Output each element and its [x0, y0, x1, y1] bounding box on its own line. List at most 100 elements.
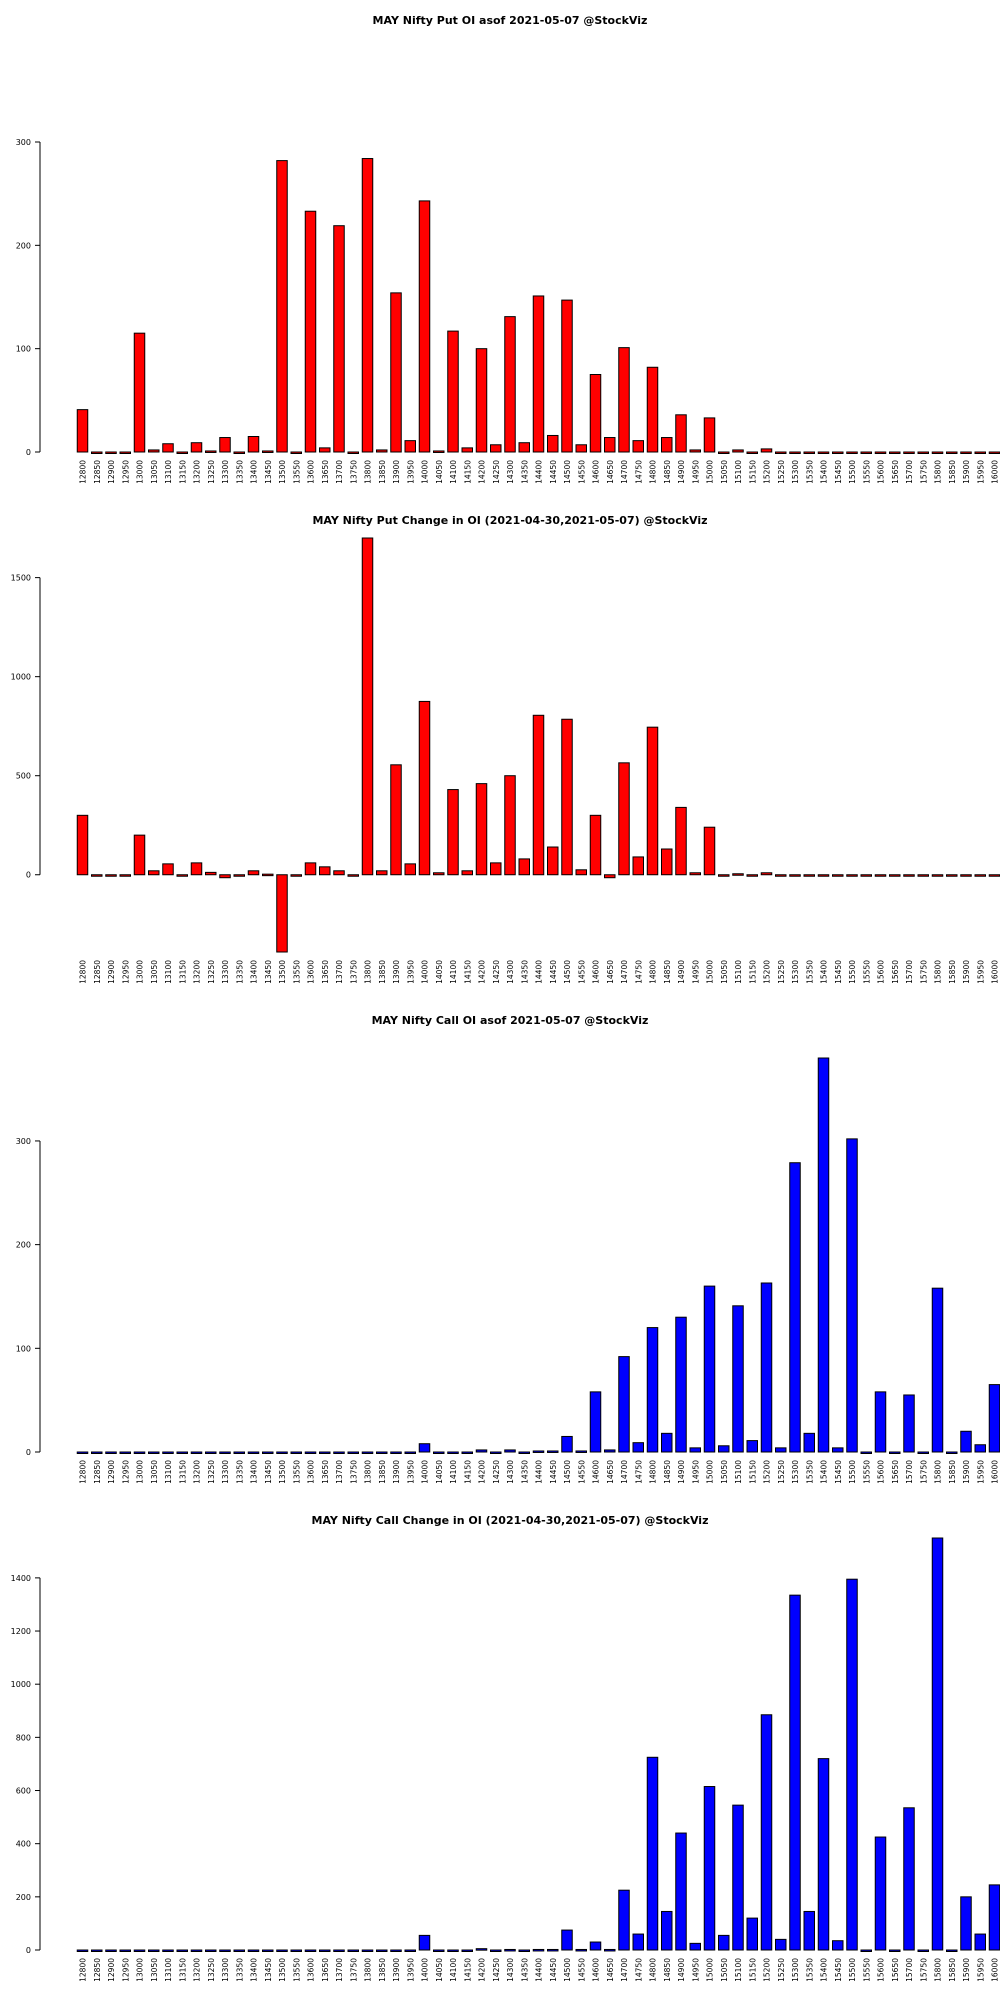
x-tick-label: 15450: [834, 1958, 843, 1982]
bar-15600: [874, 1391, 887, 1453]
x-tick-label: 14900: [677, 960, 686, 984]
bar-14650: [604, 1948, 616, 1952]
x-tick-label: 15450: [834, 1460, 843, 1484]
bar-16000: [988, 1384, 1000, 1453]
x-tick-label: 13200: [193, 1460, 202, 1484]
bar-13300: [219, 1451, 231, 1454]
bar-13950: [404, 1451, 416, 1454]
x-tick-label: 14400: [535, 460, 544, 484]
bar-13200: [190, 442, 203, 453]
bar-13600: [304, 1949, 317, 1952]
bar-13100: [162, 443, 174, 453]
bar-15750: [917, 874, 929, 877]
x-tick-label: 12850: [93, 1958, 102, 1982]
bar-13550: [290, 1451, 302, 1454]
bar-15950: [974, 1444, 986, 1453]
bar-14750: [632, 856, 644, 876]
x-tick-label: 14200: [478, 460, 487, 484]
bar-13300: [219, 1949, 231, 1952]
x-tick-label: 14850: [663, 460, 672, 484]
bar-14400: [532, 1948, 545, 1952]
bar-14550: [575, 1948, 587, 1952]
bar-12850: [91, 874, 103, 877]
bar-12900: [105, 451, 117, 454]
bar-15500: [846, 451, 858, 454]
bar-13700: [333, 1949, 345, 1952]
x-tick-label: 13250: [207, 460, 216, 484]
bar-14900: [675, 1316, 687, 1453]
x-tick-label: 14200: [478, 1958, 487, 1982]
bar-14200: [475, 1948, 488, 1951]
bar-12800: [76, 409, 89, 453]
x-tick-label: 13900: [392, 1460, 401, 1484]
x-tick-label: 13500: [278, 960, 287, 984]
bar-16000: [988, 1884, 1000, 1951]
bar-15250: [775, 451, 787, 454]
bar-15000: [703, 826, 716, 876]
bar-13950: [404, 863, 416, 876]
x-tick-label: 14300: [506, 960, 515, 984]
x-tick-label: 13700: [335, 1460, 344, 1484]
x-tick-label: 15500: [848, 960, 857, 984]
bar-13650: [319, 866, 331, 876]
x-tick-label: 12950: [121, 960, 130, 984]
put-change-oi-chart: MAY Nifty Put Change in OI (2021-04-30,2…: [11, 514, 1000, 984]
bar-14450: [547, 1450, 559, 1453]
bar-13750: [347, 1451, 359, 1454]
bar-14850: [661, 1432, 673, 1453]
bar-13250: [205, 450, 217, 453]
bar-15400: [817, 874, 830, 877]
x-tick-label: 14950: [691, 460, 700, 484]
bar-15450: [832, 1447, 844, 1453]
bar-13950: [404, 440, 416, 453]
bar-15650: [889, 1451, 901, 1454]
bar-14800: [646, 366, 659, 453]
bar-15850: [946, 874, 958, 877]
x-tick-label: 14300: [506, 1460, 515, 1484]
y-tick-label: 0: [26, 871, 31, 880]
bar-15550: [860, 874, 872, 877]
x-tick-label: 13550: [292, 1958, 301, 1982]
x-tick-label: 15850: [948, 960, 957, 984]
x-tick-label: 14050: [435, 1958, 444, 1982]
x-tick-label: 13300: [221, 460, 230, 484]
bar-13500: [276, 1949, 288, 1952]
bar-13150: [176, 451, 188, 454]
bar-13950: [404, 1949, 416, 1952]
x-tick-label: 15600: [877, 460, 886, 484]
x-tick-label: 15550: [862, 460, 871, 484]
bar-14650: [604, 874, 616, 879]
x-tick-label: 14950: [691, 960, 700, 984]
bar-15100: [732, 1804, 744, 1951]
bar-13100: [162, 1949, 174, 1952]
x-tick-label: 15400: [820, 1460, 829, 1484]
bar-12850: [91, 451, 103, 454]
bar-15550: [860, 451, 872, 454]
bar-15000: [703, 1786, 716, 1951]
x-tick-label: 13500: [278, 1460, 287, 1484]
x-tick-label: 12800: [79, 1460, 88, 1484]
bar-13250: [205, 871, 217, 876]
x-tick-label: 13750: [349, 1958, 358, 1982]
bar-15250: [775, 1447, 787, 1453]
bar-14550: [575, 1450, 587, 1453]
x-tick-label: 12950: [121, 1460, 130, 1484]
bar-12800: [76, 1949, 89, 1952]
x-tick-label: 12850: [93, 960, 102, 984]
bar-14150: [461, 870, 473, 876]
bar-14450: [547, 1948, 559, 1952]
bar-14600: [589, 374, 602, 453]
x-tick-label: 13300: [221, 960, 230, 984]
bar-13900: [390, 1451, 402, 1454]
bar-14500: [561, 1929, 573, 1951]
bar-15800: [931, 1287, 944, 1453]
bar-14000: [418, 700, 431, 876]
bar-12850: [91, 1451, 103, 1454]
x-tick-label: 15150: [748, 1958, 757, 1982]
bar-12800: [76, 1451, 89, 1454]
bar-13500: [276, 160, 288, 453]
x-tick-label: 14150: [463, 1958, 472, 1982]
bar-13150: [176, 1949, 188, 1952]
x-tick-label: 15800: [934, 1460, 943, 1484]
x-tick-label: 15550: [862, 1958, 871, 1982]
